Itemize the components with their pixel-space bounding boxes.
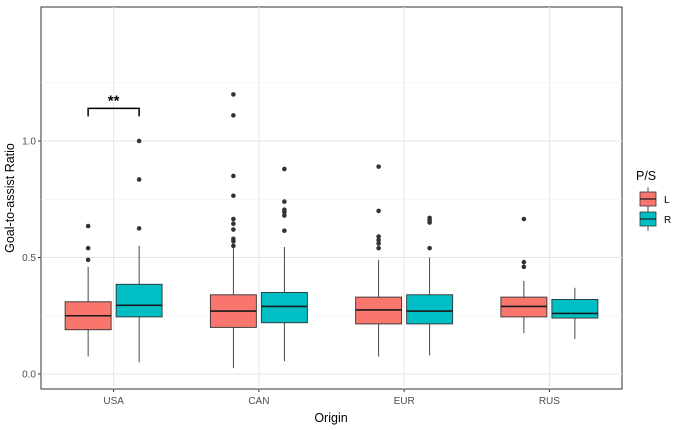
outlier-point [282, 166, 287, 172]
legend-key-L: L [639, 187, 670, 211]
y-tick-label: 1.0 [22, 137, 36, 148]
legend-label-R: R [664, 215, 671, 226]
outlier-point [136, 138, 142, 144]
x-axis-ticks: USA CAN EUR RUS [103, 389, 560, 407]
significance-annotation: ** [87, 92, 140, 117]
outlier-point [282, 207, 287, 213]
outlier-point [521, 264, 527, 270]
box-L-USA [64, 223, 112, 357]
outlier-point [231, 113, 236, 118]
box-body [115, 283, 163, 318]
box-L-CAN [209, 92, 257, 369]
y-axis-ticks: 0.0 0.5 1.0 [22, 137, 41, 381]
plot-panel [40, 6, 623, 390]
box-body [260, 292, 308, 324]
outlier-point [376, 208, 381, 214]
x-axis-title: Origin [314, 411, 347, 425]
box-R-USA [115, 138, 163, 363]
significance-bracket [87, 107, 140, 117]
outlier-point [376, 237, 381, 243]
outlier-point [376, 164, 381, 169]
box-marks [64, 92, 599, 369]
outlier-point [521, 216, 527, 222]
outlier-point [231, 173, 236, 179]
outlier-point [376, 241, 381, 246]
outlier-point [136, 177, 142, 182]
outlier-point [282, 213, 287, 218]
outlier-point [231, 92, 236, 97]
outlier-point [376, 234, 381, 239]
outlier-point [85, 257, 91, 263]
outlier-point [231, 216, 236, 222]
legend: P/S LR [636, 169, 671, 231]
x-tick-label: CAN [248, 396, 269, 407]
outlier-point [427, 215, 432, 221]
outlier-point [231, 221, 236, 227]
box-R-EUR [406, 215, 454, 356]
outlier-point [282, 199, 287, 204]
outlier-point [427, 245, 432, 251]
x-tick-label: USA [103, 396, 124, 407]
y-axis-title: Goal-to-assist Ratio [3, 143, 17, 253]
outlier-point [231, 236, 236, 242]
box-body [551, 298, 599, 319]
outlier-point [376, 245, 381, 251]
y-tick-label: 0.0 [22, 370, 36, 381]
legend-label-L: L [664, 195, 670, 206]
box-body [406, 294, 454, 325]
outlier-point [231, 243, 236, 249]
y-tick-label: 0.5 [22, 253, 36, 264]
outlier-point [521, 259, 527, 265]
outlier-point [282, 228, 287, 234]
outlier-point [231, 193, 236, 199]
box-R-CAN [260, 166, 308, 362]
box-L-RUS [500, 216, 548, 334]
outlier-point [136, 226, 142, 231]
outlier-point [231, 227, 236, 232]
x-tick-label: RUS [539, 396, 560, 407]
legend-key-R: R [639, 207, 671, 231]
legend-title: P/S [636, 169, 656, 183]
significance-label: ** [108, 92, 120, 109]
box-R-RUS [551, 287, 599, 340]
box-L-EUR [355, 164, 403, 357]
x-tick-label: EUR [394, 396, 415, 407]
outlier-point [85, 245, 91, 251]
outlier-point [85, 223, 91, 229]
